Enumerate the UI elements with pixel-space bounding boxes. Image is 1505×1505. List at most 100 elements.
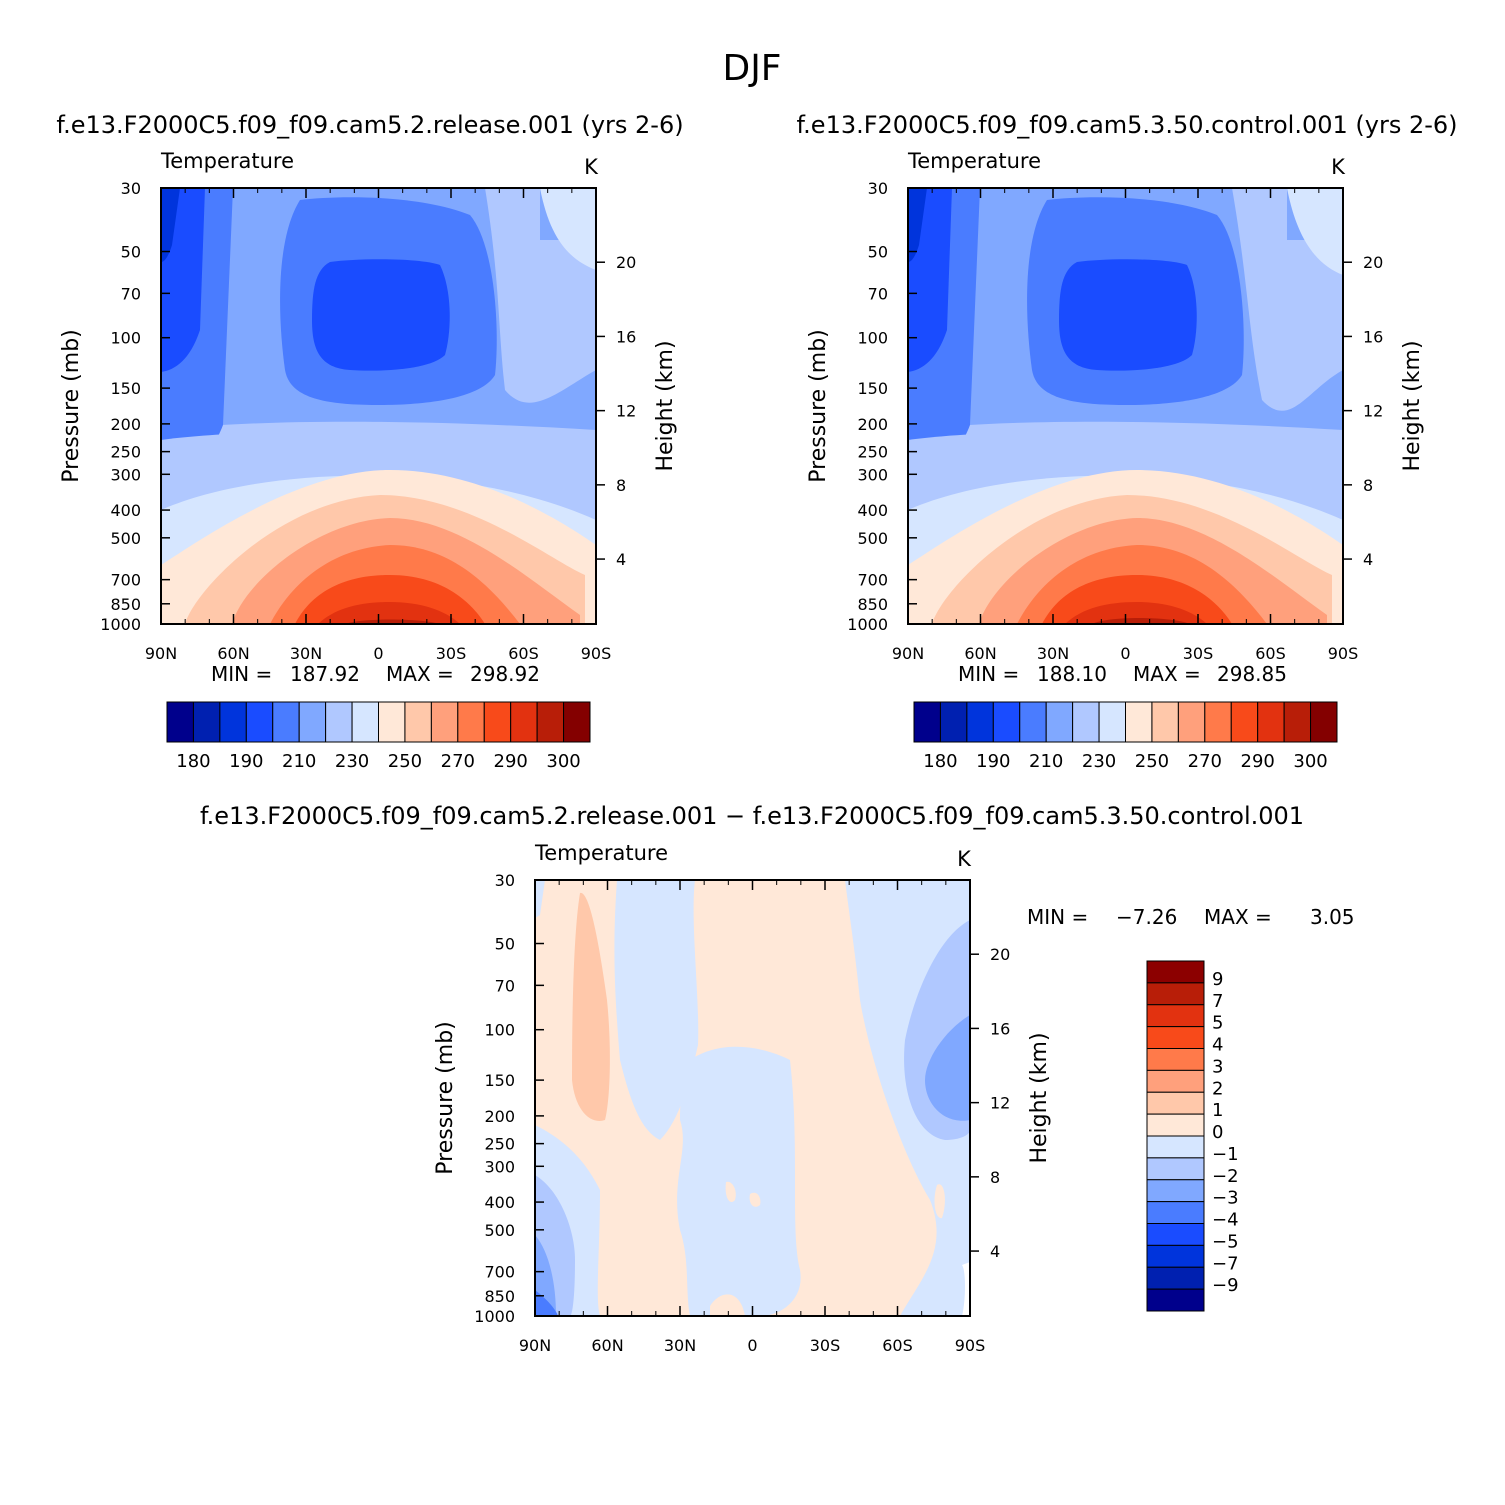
colorbar-label: −4 (1212, 1210, 1239, 1231)
colorbar-label: 180 (176, 751, 210, 772)
contour-band-neg-left-top (535, 880, 545, 918)
y-tick-label: 400 (484, 1193, 515, 1212)
units-label: K (584, 155, 599, 179)
colorbar-label: 300 (546, 751, 580, 772)
y2-tick-label: 4 (616, 550, 626, 569)
colorbar-label: 190 (976, 751, 1010, 772)
y-tick-label: 250 (484, 1135, 515, 1154)
colorbar-swatch (1146, 1223, 1205, 1246)
colorbar-swatch (1098, 701, 1126, 743)
contour-band-295 (318, 602, 460, 624)
min-label: MIN = (958, 662, 1019, 686)
colorbar-swatch (992, 701, 1021, 743)
colorbar-label: 270 (441, 751, 475, 772)
y-tick-label: 700 (857, 571, 888, 590)
y-tick-label: 700 (110, 571, 141, 590)
colorbar-swatch (510, 701, 538, 743)
colorbar-label: 290 (494, 751, 528, 772)
colorbar-swatch (1146, 1244, 1205, 1268)
colorbar-swatch (245, 701, 274, 743)
panel-title: f.e13.F2000C5.f09_f09.cam5.3.50.control.… (796, 111, 1457, 139)
x-tick-label: 0 (373, 644, 383, 663)
y2-axis-title: Height (km) (1027, 1032, 1052, 1163)
contour-band-300 (345, 619, 440, 624)
y2-axis-title: Height (km) (653, 340, 678, 471)
colorbar-swatch (1146, 1048, 1205, 1071)
contour-band-190 (161, 188, 180, 262)
panel-control: f.e13.F2000C5.f09_f09.cam5.3.50.control.… (796, 111, 1457, 772)
x-tick-label: 0 (1120, 644, 1130, 663)
y-tick-label: 30 (495, 871, 515, 890)
contour-field (908, 188, 1343, 624)
colorbar-label: 180 (923, 751, 957, 772)
colorbar-swatch (457, 701, 485, 743)
y2-tick-label: 4 (1363, 550, 1373, 569)
colorbar-label: 2 (1212, 1078, 1223, 1099)
max-label: MAX = (1204, 905, 1272, 929)
variable-label: Temperature (160, 149, 294, 173)
contour-band-200-b (1059, 259, 1197, 371)
x-tick-label: 60S (1255, 644, 1286, 663)
colorbar-swatch (351, 701, 379, 743)
y-tick-label: 200 (857, 415, 888, 434)
colorbar-swatch (1146, 982, 1205, 1006)
contour-band-pos-patch-a (725, 1181, 736, 1202)
y2-tick-label: 12 (990, 1094, 1010, 1113)
colorbar-swatch (404, 701, 432, 743)
x-tick-label: 60N (217, 644, 249, 663)
panel-title: f.e13.F2000C5.f09_f09.cam5.2.release.001… (200, 802, 1304, 830)
y-tick-label: 850 (857, 595, 888, 614)
colorbar-label: 250 (388, 751, 422, 772)
colorbar-swatch (1204, 701, 1232, 743)
contour-band-pos-patch-e (934, 1184, 945, 1219)
colorbar-label: 230 (335, 751, 369, 772)
colorbar-swatch (166, 701, 194, 743)
y-tick-label: 50 (121, 243, 141, 262)
y-tick-label: 150 (110, 379, 141, 398)
y-axis-title: Pressure (mb) (59, 329, 84, 483)
colorbar-swatch (298, 701, 327, 743)
contour-band-300 (1092, 618, 1190, 624)
y-tick-label: 30 (868, 179, 888, 198)
max-value: 3.05 (1310, 905, 1355, 929)
colorbar-label: 250 (1135, 751, 1169, 772)
colorbar-swatch (325, 701, 353, 743)
colorbar-label: 210 (282, 751, 316, 772)
colorbar-swatch (1146, 1026, 1205, 1049)
x-tick-label: 30N (290, 644, 322, 663)
min-label: MIN = (211, 662, 272, 686)
y-tick-label: 150 (484, 1071, 515, 1090)
colorbar-swatch (536, 701, 565, 743)
colorbar-swatch (1072, 701, 1100, 743)
contour-field (161, 188, 596, 624)
y2-tick-label: 16 (616, 327, 636, 346)
colorbar-swatch (1146, 1157, 1205, 1181)
y2-tick-label: 12 (616, 402, 636, 421)
colorbar-swatch (1146, 1135, 1205, 1159)
min-value: 187.92 (290, 662, 360, 686)
contour-band-pos-patch-c (710, 1294, 745, 1316)
colorbar-swatch (1146, 1004, 1205, 1028)
y2-tick-label: 20 (990, 945, 1010, 964)
x-tick-label: 90N (892, 644, 924, 663)
colorbar-label: 4 (1212, 1035, 1223, 1056)
variable-label: Temperature (907, 149, 1041, 173)
y2-tick-label: 8 (616, 476, 626, 495)
y-tick-label: 200 (110, 415, 141, 434)
colorbar-label: −2 (1212, 1166, 1239, 1187)
y-tick-label: 850 (110, 595, 141, 614)
contour-field (535, 880, 970, 1316)
contour-band-neg-2-3-right (925, 1015, 970, 1121)
y-tick-label: 850 (484, 1287, 515, 1306)
y-axis-title: Pressure (mb) (806, 329, 831, 483)
colorbar-swatch (913, 701, 941, 743)
variable-label: Temperature (534, 841, 668, 865)
contour-band-neg-center (677, 1046, 801, 1316)
colorbar-label: −7 (1212, 1253, 1239, 1274)
panel-title: f.e13.F2000C5.f09_f09.cam5.2.release.001… (56, 111, 683, 139)
x-tick-label: 60S (508, 644, 539, 663)
colorbar-swatch (192, 701, 221, 743)
y-tick-label: 500 (110, 529, 141, 548)
